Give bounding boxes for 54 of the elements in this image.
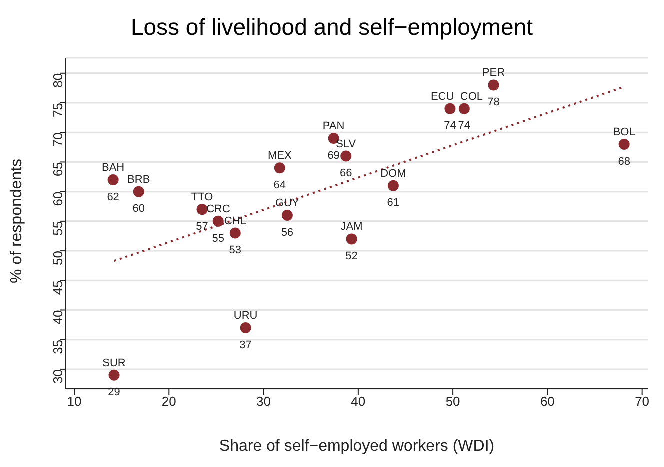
- annotation: JAM: [340, 221, 363, 234]
- y-tick-label: 65: [50, 162, 66, 177]
- y-tick-label: 75: [50, 103, 66, 118]
- y-axis-title: % of respondents: [8, 158, 26, 284]
- annotation: BRB: [128, 174, 150, 186]
- y-tick-label: 40: [50, 310, 66, 325]
- data-label: 62: [107, 191, 120, 204]
- y-tick-label: 55: [50, 221, 66, 236]
- x-tick-label: 50: [446, 394, 460, 410]
- data-label: 64: [274, 179, 286, 192]
- x-tick-label: 20: [162, 394, 176, 410]
- y-tick-label: 80: [50, 73, 66, 88]
- annotation: DOM: [380, 168, 406, 180]
- y-tick-label: 60: [50, 192, 66, 206]
- chart-title: Loss of livelihood and self−employment: [130, 13, 534, 42]
- data-label: 74: [458, 120, 471, 132]
- x-tick-label: 40: [351, 394, 366, 410]
- annotation: CRC: [206, 203, 230, 216]
- y-tick-label: 45: [50, 280, 66, 296]
- annotation: COL: [460, 90, 484, 103]
- data-label: 69: [328, 150, 340, 162]
- annotation: GUY: [276, 198, 300, 210]
- x-tick-label: 10: [67, 394, 82, 410]
- y-tick-label: 35: [50, 340, 66, 354]
- y-tick-label: 30: [50, 369, 66, 384]
- y-tick-label: 70: [50, 132, 66, 148]
- annotation: BAH: [102, 162, 125, 174]
- data-label: 52: [346, 250, 358, 263]
- data-label: 66: [340, 168, 352, 180]
- annotation: PAN: [322, 120, 345, 133]
- annotation: MEX: [268, 150, 292, 162]
- data-label: 53: [229, 244, 242, 257]
- data-label: 68: [618, 156, 630, 168]
- annotation: ECU: [430, 90, 454, 103]
- data-label: 37: [240, 339, 252, 352]
- x-tick-label: 70: [635, 394, 650, 410]
- data-label: 57: [196, 220, 208, 233]
- annotation: PER: [482, 67, 506, 80]
- data-label: 60: [132, 203, 145, 216]
- annotation: TTO: [191, 192, 214, 204]
- annotation: URU: [234, 310, 258, 322]
- annotation: SUR: [102, 357, 126, 370]
- annotation: SLV: [336, 138, 357, 150]
- data-label: 55: [212, 232, 224, 245]
- data-label: 56: [281, 226, 294, 239]
- y-tick-label: 50: [50, 251, 66, 266]
- data-label: 74: [444, 120, 456, 132]
- x-tick-label: 30: [256, 394, 272, 410]
- x-tick-label: 60: [540, 394, 555, 410]
- data-label: 78: [488, 96, 500, 109]
- annotation: BOL: [613, 126, 636, 138]
- annotation: CHL: [224, 215, 246, 228]
- x-axis-title: Share of self−employed workers (WDI): [219, 438, 495, 455]
- data-label: 61: [387, 197, 400, 210]
